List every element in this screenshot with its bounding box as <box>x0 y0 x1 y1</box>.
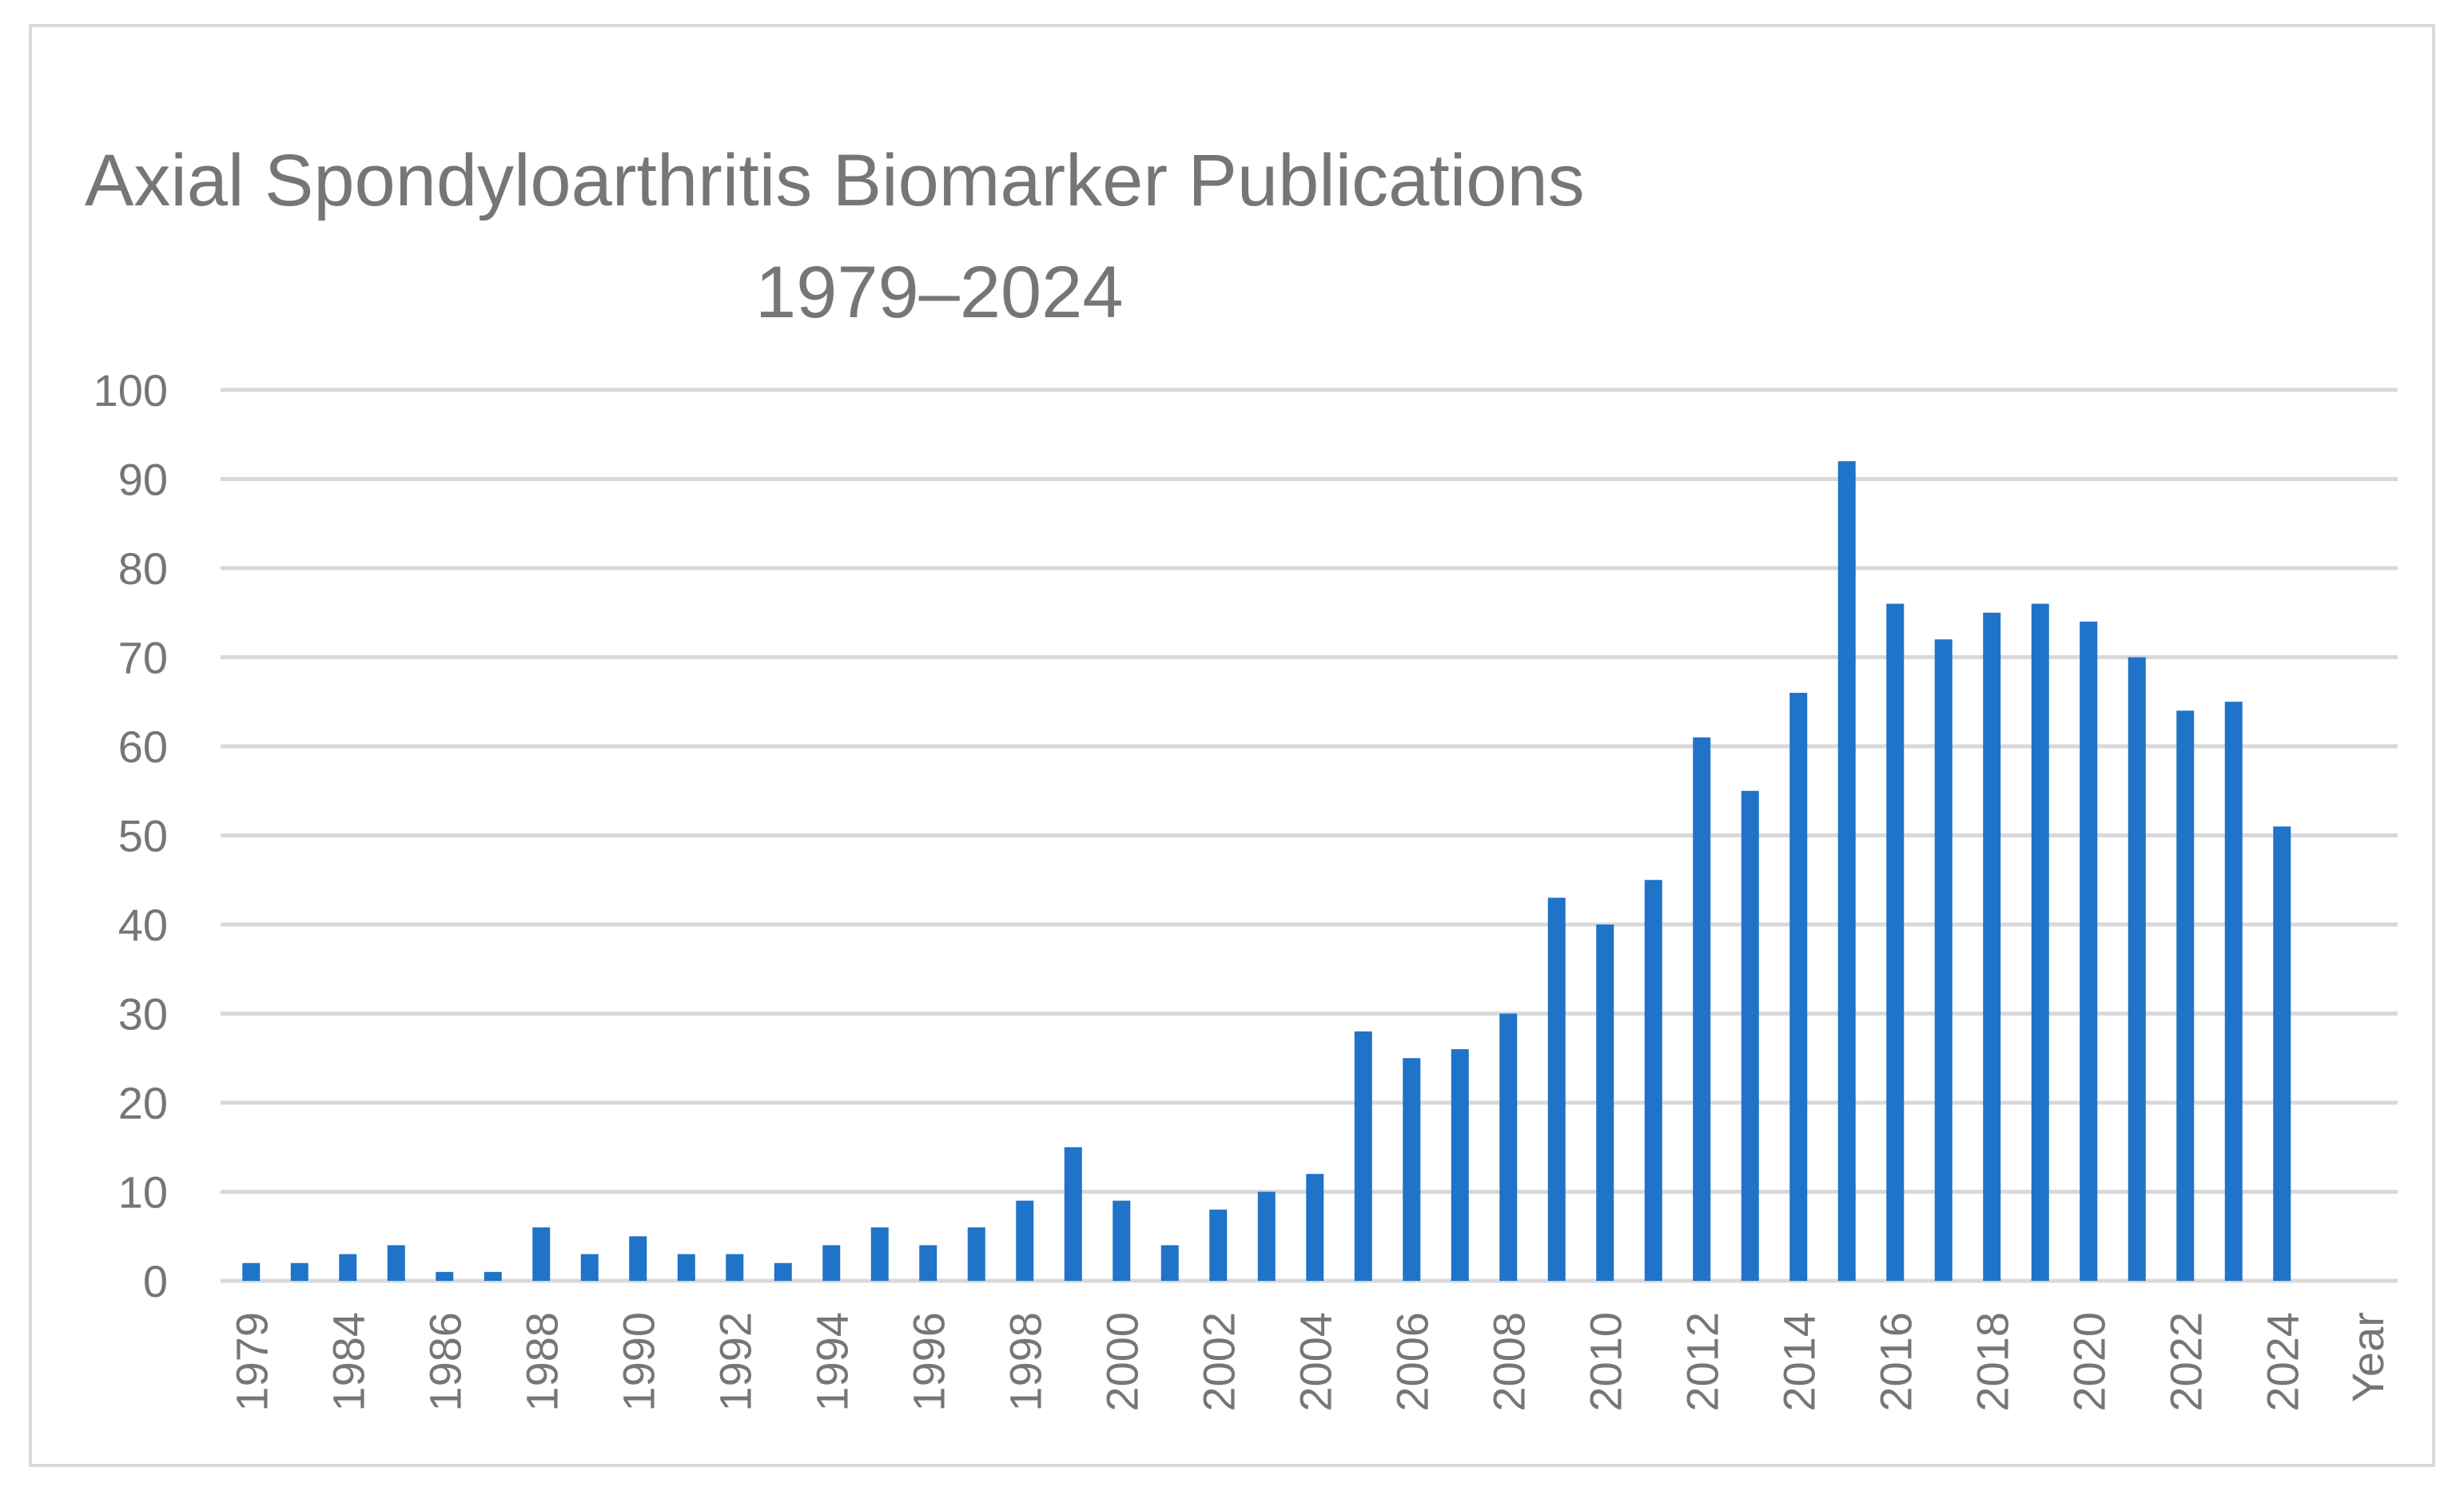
bar-1988 <box>532 1227 551 1281</box>
bar-2021 <box>2128 657 2146 1281</box>
bar-2003 <box>1257 1191 1276 1281</box>
x-tick-label: 1990 <box>613 1312 663 1412</box>
chart-subtitle: 1979–2024 <box>755 252 1124 333</box>
x-tick-label: 1979 <box>226 1312 277 1412</box>
bar-2016 <box>1886 603 1905 1281</box>
y-tick-label: 20 <box>118 1078 168 1128</box>
bar-2014 <box>1789 693 1808 1281</box>
bar-2018 <box>1983 612 2001 1281</box>
bar-2007 <box>1451 1049 1469 1281</box>
x-tick-label: 2010 <box>1580 1312 1630 1412</box>
chart-title: Axial Spondyloarthritis Biomarker Public… <box>85 140 1585 221</box>
y-tick-label: 10 <box>118 1167 168 1218</box>
bar-2002 <box>1209 1209 1228 1281</box>
bars <box>242 461 2291 1282</box>
bar-2008 <box>1499 1013 1518 1281</box>
bar-1984 <box>339 1254 357 1281</box>
x-tick-label: 2002 <box>1193 1312 1244 1412</box>
x-tick-label: 1986 <box>420 1312 470 1412</box>
bar-2017 <box>1934 639 1952 1281</box>
bar-1998 <box>1016 1200 1034 1281</box>
bar-1979 <box>242 1262 261 1281</box>
bar-2022 <box>2176 710 2195 1281</box>
bar-1985 <box>387 1245 405 1281</box>
x-axis-title: Year <box>2343 1312 2393 1402</box>
chart-frame: Axial Spondyloarthritis Biomarker Public… <box>29 24 2435 1467</box>
x-tick-label: 2004 <box>1290 1312 1340 1412</box>
bar-1997 <box>967 1227 985 1281</box>
x-tick-label: 2016 <box>1870 1312 1921 1412</box>
x-tick-label: 2000 <box>1097 1312 1147 1412</box>
bar-2001 <box>1160 1245 1179 1281</box>
x-tick-label: 1996 <box>903 1312 953 1412</box>
y-axis-ticks: 0 10 20 30 40 50 60 70 80 90 100 <box>94 365 168 1306</box>
x-tick-label: 2018 <box>1967 1312 2017 1412</box>
x-tick-label: 1998 <box>1000 1312 1050 1412</box>
y-tick-label: 90 <box>118 455 168 505</box>
bar-1994 <box>822 1245 841 1281</box>
bar-2004 <box>1306 1174 1324 1281</box>
y-tick-label: 60 <box>118 722 168 772</box>
bar-2019 <box>2031 603 2049 1281</box>
bar-1999 <box>1064 1147 1082 1281</box>
x-tick-label: 2020 <box>2064 1312 2114 1412</box>
gridlines <box>221 388 2398 1283</box>
bar-1993 <box>774 1262 792 1281</box>
bar-1989 <box>580 1254 599 1281</box>
y-tick-label: 100 <box>94 365 168 415</box>
bar-1992 <box>726 1254 744 1281</box>
bar-2015 <box>1837 461 1856 1282</box>
bar-1990 <box>629 1236 647 1281</box>
bar-1996 <box>919 1245 937 1281</box>
y-tick-label: 40 <box>118 900 168 950</box>
y-tick-label: 80 <box>118 543 168 594</box>
bar-2012 <box>1693 737 1711 1281</box>
bar-1987 <box>484 1271 502 1281</box>
bar-1991 <box>677 1254 695 1281</box>
x-tick-label: 2022 <box>2160 1312 2211 1412</box>
x-tick-label: 1992 <box>710 1312 760 1412</box>
x-tick-label: 2006 <box>1387 1312 1437 1412</box>
y-tick-label: 70 <box>118 633 168 683</box>
bar-2006 <box>1403 1058 1421 1281</box>
bar-2020 <box>2080 621 2098 1281</box>
x-tick-label: 2024 <box>2257 1312 2307 1412</box>
bar-1995 <box>870 1227 889 1281</box>
bar-1983 <box>290 1262 308 1281</box>
x-tick-label: 2014 <box>1773 1312 1824 1412</box>
bar-2013 <box>1741 790 1759 1281</box>
bar-2023 <box>2224 702 2243 1281</box>
bar-2009 <box>1547 897 1566 1281</box>
x-tick-label: 2008 <box>1483 1312 1534 1412</box>
bar-2005 <box>1354 1031 1372 1281</box>
bar-1986 <box>436 1271 454 1281</box>
x-axis-ticks: 1979 1984 1986 1988 1990 1992 1994 1996 1998 2000… <box>226 1312 2307 1412</box>
y-tick-label: 0 <box>143 1256 168 1306</box>
x-tick-label: 2012 <box>1677 1312 1727 1412</box>
x-tick-label: 1994 <box>806 1312 857 1412</box>
x-tick-label: 1984 <box>323 1312 373 1412</box>
x-tick-label: 1988 <box>516 1312 567 1412</box>
y-tick-label: 30 <box>118 989 168 1040</box>
bar-2024 <box>2273 826 2291 1281</box>
bar-2010 <box>1596 924 1614 1281</box>
bar-2000 <box>1113 1200 1131 1281</box>
y-tick-label: 50 <box>118 811 168 861</box>
bar-2011 <box>1644 880 1662 1281</box>
